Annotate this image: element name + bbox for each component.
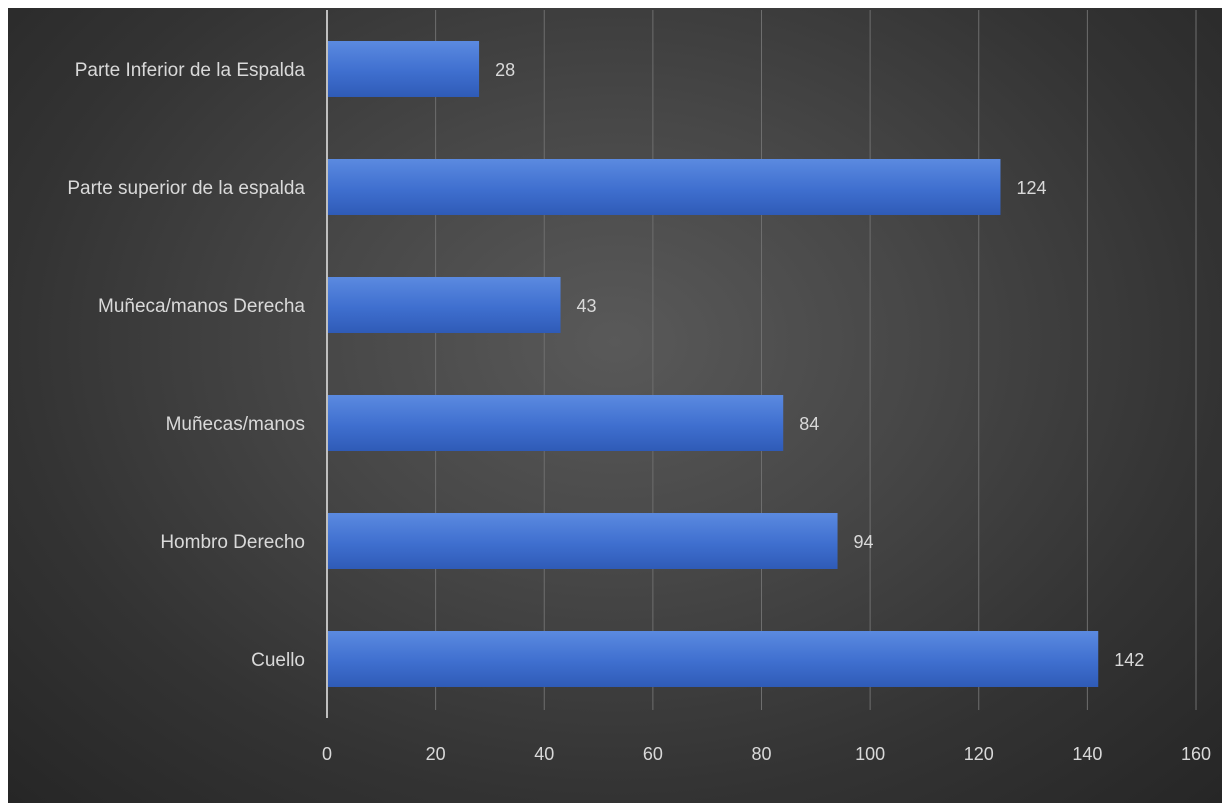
tick-label-40: 40 — [534, 744, 554, 764]
bar-2 — [327, 277, 561, 333]
bar-1 — [327, 159, 1001, 215]
bar-5 — [327, 631, 1099, 687]
data-label-3: 84 — [799, 414, 819, 434]
gridlines — [435, 10, 1197, 710]
data-label-5: 142 — [1114, 650, 1144, 670]
category-label-2: Muñeca/manos Derecha — [98, 296, 305, 317]
tick-label-100: 100 — [855, 744, 885, 764]
data-labels: 28 124 43 84 94 142 — [495, 60, 1144, 670]
bar-4 — [327, 513, 838, 569]
category-label-3: Muñecas/manos — [166, 414, 305, 435]
category-label-4: Hombro Derecho — [160, 532, 305, 553]
data-label-0: 28 — [495, 60, 515, 80]
tick-label-0: 0 — [322, 744, 332, 764]
data-label-2: 43 — [577, 296, 597, 316]
tick-label-60: 60 — [643, 744, 663, 764]
tick-label-20: 20 — [426, 744, 446, 764]
bar-0 — [327, 41, 480, 97]
tick-label-160: 160 — [1181, 744, 1211, 764]
bar-3 — [327, 395, 784, 451]
category-label-1: Parte superior de la espalda — [67, 178, 305, 199]
category-label-0: Parte Inferior de la Espalda — [75, 60, 306, 81]
tick-label-120: 120 — [964, 744, 994, 764]
tick-label-80: 80 — [751, 744, 771, 764]
category-labels: Parte Inferior de la Espalda Parte superi… — [67, 60, 305, 671]
tick-label-140: 140 — [1072, 744, 1102, 764]
data-label-4: 94 — [854, 532, 874, 552]
category-label-5: Cuello — [251, 650, 305, 671]
bars — [327, 41, 1099, 687]
data-label-1: 124 — [1016, 178, 1046, 198]
tick-labels: 0 20 40 60 80 100 120 140 160 — [322, 744, 1211, 764]
